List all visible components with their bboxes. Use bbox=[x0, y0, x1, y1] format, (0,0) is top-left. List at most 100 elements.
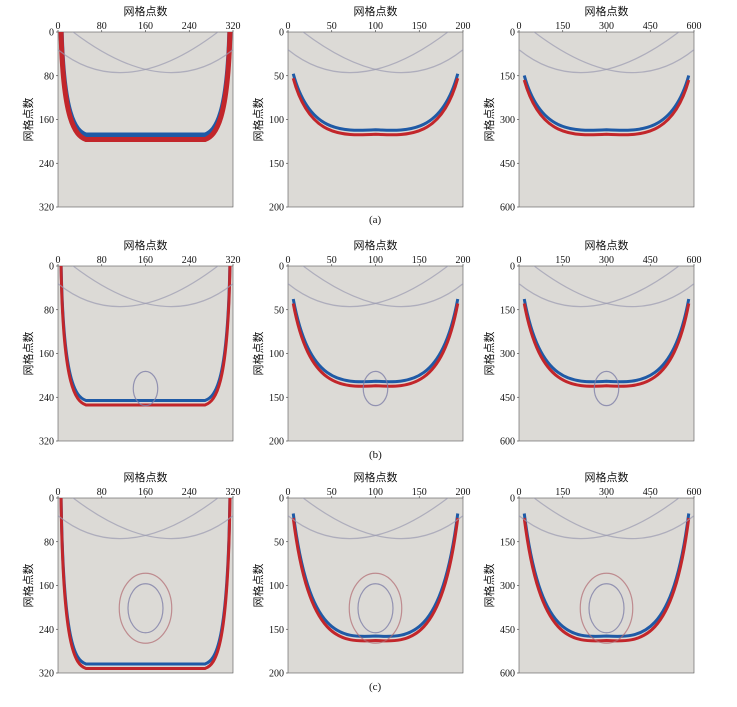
wavefront-negative bbox=[522, 75, 691, 132]
reflection-arc bbox=[72, 32, 233, 74]
y-tick-label: 150 bbox=[500, 305, 515, 316]
wavefront-negative bbox=[291, 73, 460, 132]
y-tick-label: 450 bbox=[500, 393, 515, 404]
wavefront-negative bbox=[522, 513, 691, 638]
y-tick-label: 100 bbox=[269, 349, 284, 360]
panel-background bbox=[57, 265, 234, 442]
reflection-arc bbox=[72, 266, 233, 308]
reflection-arc bbox=[519, 266, 680, 308]
x-tick-label: 160 bbox=[138, 255, 153, 266]
axis-label-left: 网格点数 bbox=[251, 98, 265, 142]
y-tick-label: 150 bbox=[269, 625, 284, 636]
x-tick-label: 150 bbox=[555, 487, 570, 498]
scatter-ring bbox=[588, 583, 625, 634]
reflection-arc bbox=[519, 498, 680, 540]
y-tick-label: 50 bbox=[274, 71, 284, 82]
x-tick-label: 160 bbox=[138, 487, 153, 498]
x-tick-label: 50 bbox=[327, 21, 337, 32]
reflection-arc bbox=[302, 498, 463, 540]
x-tick-label: 300 bbox=[599, 21, 614, 32]
caption-c: (c) bbox=[369, 681, 382, 693]
x-tick-label: 320 bbox=[226, 487, 241, 498]
x-tick-label: 450 bbox=[643, 487, 658, 498]
y-tick-label: 150 bbox=[500, 537, 515, 548]
x-tick-label: 0 bbox=[56, 487, 61, 498]
x-tick-label: 300 bbox=[599, 255, 614, 266]
scatter-ring bbox=[127, 583, 164, 634]
y-tick-label: 240 bbox=[39, 393, 54, 404]
wavefront-negative bbox=[522, 298, 691, 384]
x-tick-label: 150 bbox=[412, 255, 427, 266]
panel-background bbox=[287, 497, 464, 674]
y-tick-label: 0 bbox=[510, 494, 515, 505]
wavefront-positive bbox=[522, 79, 691, 137]
y-tick-label: 200 bbox=[269, 437, 284, 448]
wavefront-positive bbox=[59, 498, 232, 670]
panel-background bbox=[518, 497, 695, 674]
reflection-arc bbox=[288, 266, 449, 308]
y-tick-label: 0 bbox=[279, 262, 284, 273]
reflection-arc bbox=[533, 266, 694, 308]
x-tick-label: 320 bbox=[226, 255, 241, 266]
axis-label-top: 网格点数 bbox=[354, 4, 398, 18]
axis-label-top: 网格点数 bbox=[124, 4, 168, 18]
reflection-arc bbox=[519, 32, 680, 74]
y-tick-label: 200 bbox=[269, 203, 284, 214]
y-tick-label: 50 bbox=[274, 305, 284, 316]
scatter-ring bbox=[348, 572, 403, 644]
x-tick-label: 0 bbox=[517, 487, 522, 498]
reflection-arc bbox=[302, 32, 463, 74]
x-tick-label: 80 bbox=[97, 487, 107, 498]
panel-background bbox=[57, 497, 234, 674]
y-tick-label: 320 bbox=[39, 669, 54, 680]
x-tick-label: 100 bbox=[368, 487, 383, 498]
y-tick-label: 80 bbox=[44, 71, 54, 82]
x-tick-label: 240 bbox=[182, 255, 197, 266]
caption-b: (b) bbox=[369, 449, 382, 461]
reflection-arc bbox=[533, 32, 694, 74]
axis-label-top: 网格点数 bbox=[585, 470, 629, 484]
scatter-ring bbox=[357, 583, 394, 634]
y-tick-label: 160 bbox=[39, 349, 54, 360]
axis-label-left: 网格点数 bbox=[21, 564, 35, 608]
x-tick-label: 0 bbox=[517, 21, 522, 32]
x-tick-label: 0 bbox=[286, 21, 291, 32]
x-tick-label: 200 bbox=[456, 487, 471, 498]
y-tick-label: 0 bbox=[49, 28, 54, 39]
x-tick-label: 240 bbox=[182, 487, 197, 498]
panel-background bbox=[57, 31, 234, 208]
reflection-arc bbox=[58, 266, 219, 308]
y-tick-label: 160 bbox=[39, 581, 54, 592]
y-tick-label: 0 bbox=[510, 28, 515, 39]
x-tick-label: 0 bbox=[286, 255, 291, 266]
y-tick-label: 100 bbox=[269, 115, 284, 126]
axis-label-top: 网格点数 bbox=[585, 4, 629, 18]
wavefront-positive bbox=[522, 303, 691, 388]
y-tick-label: 450 bbox=[500, 625, 515, 636]
x-tick-label: 100 bbox=[368, 255, 383, 266]
y-tick-label: 240 bbox=[39, 625, 54, 636]
y-tick-label: 600 bbox=[500, 437, 515, 448]
y-tick-label: 0 bbox=[49, 262, 54, 273]
wavefront-positive bbox=[59, 266, 232, 407]
x-tick-label: 200 bbox=[456, 21, 471, 32]
wavefront-positive bbox=[58, 32, 233, 142]
y-tick-label: 50 bbox=[274, 537, 284, 548]
wavefront-negative bbox=[291, 298, 460, 384]
x-tick-label: 150 bbox=[555, 255, 570, 266]
caption-a: (a) bbox=[369, 214, 382, 226]
x-tick-label: 0 bbox=[56, 21, 61, 32]
y-tick-label: 600 bbox=[500, 203, 515, 214]
reflection-arc bbox=[302, 266, 463, 308]
panel-background bbox=[518, 265, 695, 442]
axis-label-left: 网格点数 bbox=[251, 564, 265, 608]
reflection-arc bbox=[58, 32, 219, 74]
y-tick-label: 0 bbox=[279, 494, 284, 505]
